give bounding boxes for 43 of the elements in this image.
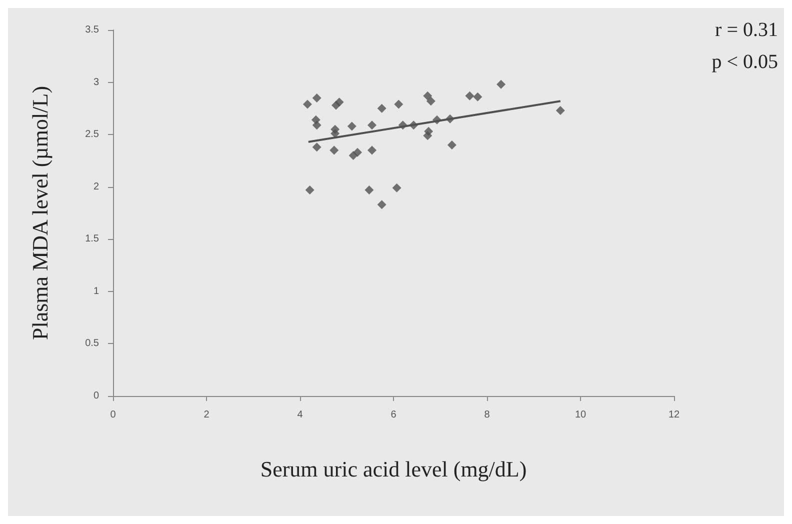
point bbox=[556, 106, 565, 116]
point bbox=[426, 96, 436, 106]
point bbox=[347, 122, 356, 131]
point bbox=[367, 120, 376, 130]
point bbox=[312, 142, 322, 152]
y-tick-label: 2 bbox=[93, 181, 100, 192]
text: p < 0.05 bbox=[712, 51, 778, 73]
x-tick-label: 4 bbox=[297, 410, 304, 420]
point bbox=[423, 131, 432, 140]
y-tick-label: 1.5 bbox=[85, 234, 100, 245]
x-tick-label: 6 bbox=[390, 410, 397, 420]
point bbox=[312, 93, 322, 102]
y-tick-label: 3.5 bbox=[85, 24, 100, 36]
y-tick-label: 1 bbox=[93, 286, 100, 297]
x-tick-label: 8 bbox=[484, 410, 490, 420]
point bbox=[377, 104, 386, 113]
x-tick-label: 2 bbox=[204, 410, 210, 420]
y-axis-title: Plasma MDA level (µmol/L) bbox=[28, 86, 52, 340]
text: r = 0.31 bbox=[715, 19, 778, 41]
point bbox=[364, 185, 374, 194]
point bbox=[423, 91, 432, 100]
point bbox=[312, 120, 322, 130]
point bbox=[377, 200, 386, 210]
point bbox=[465, 91, 474, 100]
point bbox=[334, 98, 344, 107]
point bbox=[496, 80, 506, 89]
x-axis-title: Serum uric acid level (mg/dL) bbox=[260, 456, 527, 482]
point bbox=[392, 183, 402, 192]
point bbox=[447, 140, 456, 150]
point bbox=[305, 185, 314, 194]
point bbox=[394, 100, 404, 109]
point bbox=[367, 146, 376, 155]
x-tick-label: 10 bbox=[574, 410, 586, 420]
y-tick-label: 0.5 bbox=[85, 338, 100, 350]
point bbox=[353, 148, 362, 157]
y-tick-label: 2.5 bbox=[85, 129, 100, 140]
y-tick-label: 0 bbox=[93, 390, 100, 402]
x-tick-label: 12 bbox=[668, 410, 680, 420]
point bbox=[302, 100, 312, 109]
y-tick-label: 3 bbox=[93, 76, 100, 88]
point bbox=[330, 146, 339, 155]
point bbox=[473, 92, 482, 102]
x-tick-label: 0 bbox=[110, 410, 116, 420]
